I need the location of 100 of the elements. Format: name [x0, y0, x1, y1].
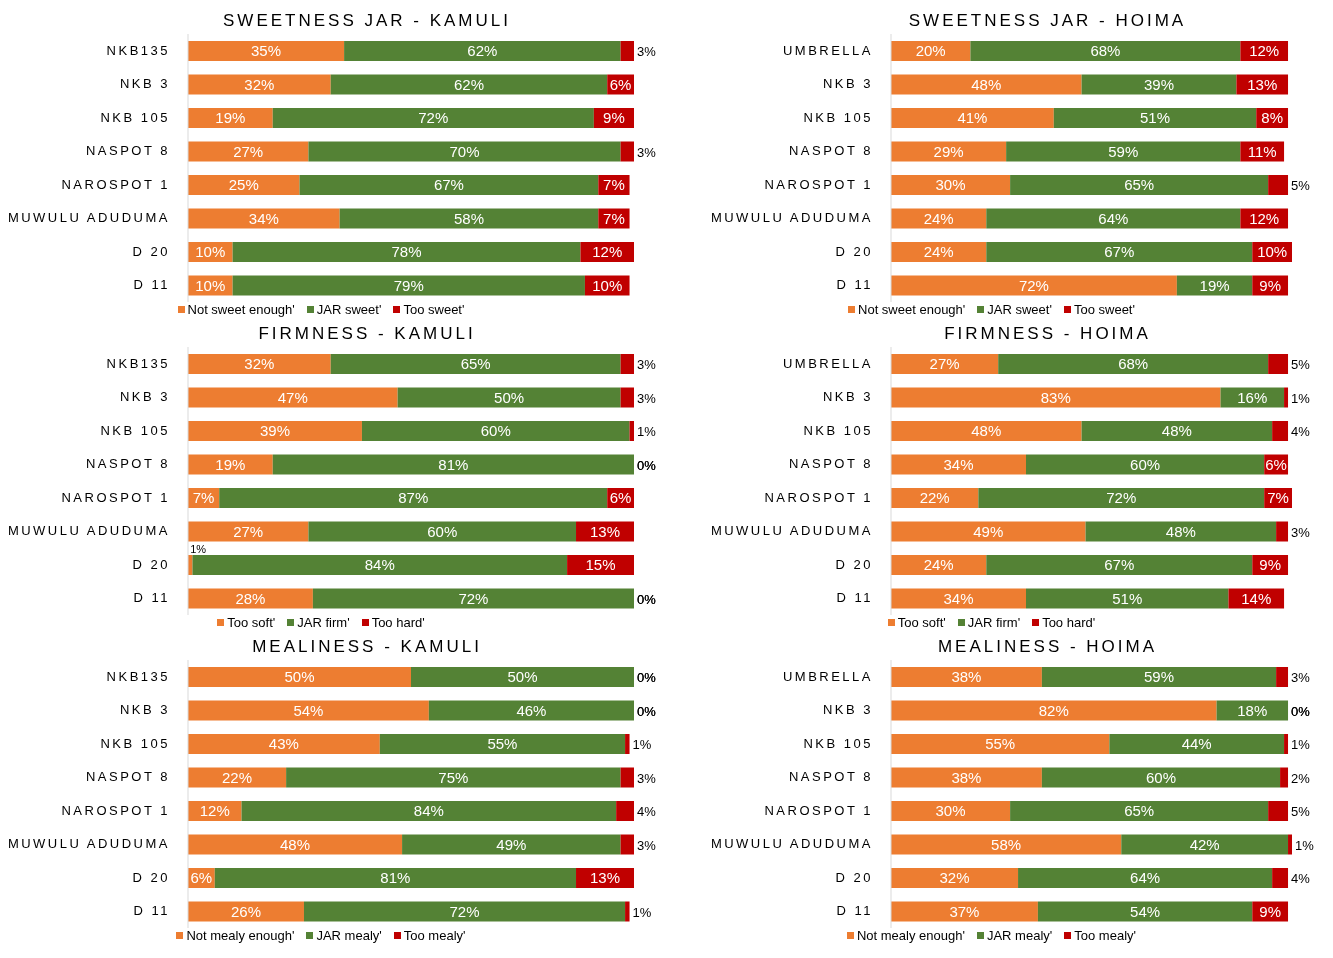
data-label: 3%: [637, 837, 657, 853]
bar: [978, 488, 1265, 508]
bar: [891, 354, 999, 374]
data-label: 27%: [233, 522, 264, 540]
data-label: 22%: [919, 489, 950, 506]
data-label: 60%: [427, 522, 458, 540]
bar: [188, 175, 300, 195]
data-label: 64%: [1130, 869, 1161, 886]
y-tick-label: UMBRELLA: [782, 355, 873, 371]
bar: [620, 387, 634, 408]
data-label: 34%: [248, 209, 279, 227]
y-tick-label: NKB 3: [119, 76, 170, 92]
data-label: 62%: [453, 75, 484, 93]
bar: [891, 175, 1011, 195]
bar: [891, 242, 987, 262]
data-label: 30%: [935, 176, 966, 193]
bar: [1288, 834, 1292, 855]
chart-title: MEALINESS - HOIMA: [936, 636, 1159, 658]
data-label: 70%: [449, 142, 480, 160]
bar: [1081, 74, 1237, 95]
data-label: 67%: [1104, 556, 1135, 573]
bar: [214, 868, 577, 888]
bar: [241, 801, 617, 821]
legend-label: Not mealy enough': [185, 928, 295, 943]
data-label: 22%: [222, 768, 253, 786]
bar: [188, 41, 345, 61]
legend-label: Too soft': [226, 615, 276, 630]
data-label: 55%: [487, 735, 518, 752]
y-tick-label: NASPOT 8: [85, 769, 170, 785]
y-tick-label: NKB 3: [822, 389, 873, 405]
data-label: 5%: [1291, 357, 1311, 372]
data-label: 9%: [1259, 902, 1282, 920]
y-tick-label: MUWULU ADUDUMA: [710, 836, 873, 852]
data-label: 72%: [1106, 489, 1137, 506]
data-label: 28%: [235, 589, 266, 607]
data-label: 49%: [496, 835, 527, 853]
data-label: 62%: [467, 42, 498, 59]
data-label: 81%: [438, 455, 469, 473]
y-tick-label: UMBRELLA: [782, 668, 873, 684]
data-label: 32%: [939, 869, 970, 886]
bar: [188, 734, 380, 754]
legend-label: Too sweet': [1072, 302, 1135, 317]
bar: [188, 74, 331, 95]
data-label: 60%: [1145, 768, 1176, 786]
data-label: 1%: [1291, 390, 1311, 406]
y-tick-label: NAROSPOT 1: [764, 489, 873, 505]
data-label: 0%: [637, 591, 657, 607]
bar: [1041, 667, 1277, 687]
data-label: 6%: [190, 869, 213, 886]
data-label: 35%: [251, 42, 282, 59]
data-label: 24%: [923, 243, 954, 260]
bar: [1041, 767, 1281, 788]
legend-label: Not mealy enough': [855, 928, 965, 943]
data-label: 87%: [398, 489, 429, 506]
bar: [1272, 868, 1289, 888]
legend-label: JAR firm': [966, 615, 1021, 630]
chart-title: MEALINESS - KAMULI: [251, 636, 483, 658]
bar: [330, 354, 621, 374]
data-label: 0%: [1291, 703, 1311, 719]
data-label: 19%: [215, 455, 246, 473]
data-label: 9%: [1259, 556, 1282, 573]
data-label: 13%: [1247, 75, 1278, 93]
y-tick-label: NKB 105: [803, 422, 873, 438]
bar: [891, 555, 987, 575]
data-label: 34%: [943, 589, 974, 607]
bar: [891, 801, 1011, 821]
y-tick-label: MUWULU ADUDUMA: [7, 523, 170, 539]
legend-label: Not sweet enough': [857, 302, 966, 317]
bar: [188, 767, 287, 788]
y-tick-label: NASPOT 8: [788, 769, 873, 785]
bar: [891, 700, 1217, 721]
data-label: 60%: [480, 422, 511, 439]
legend-label: JAR sweet': [986, 302, 1052, 317]
data-label: 3%: [637, 390, 657, 406]
data-label: 65%: [1124, 802, 1155, 819]
data-label: 44%: [1181, 735, 1212, 752]
bar: [620, 41, 634, 61]
y-tick-label: D 11: [836, 590, 873, 606]
y-tick-label: D 20: [835, 243, 873, 259]
data-label: 5%: [1291, 804, 1311, 819]
data-label: 27%: [233, 142, 264, 160]
data-label: 14%: [1241, 589, 1272, 607]
bar: [891, 141, 1007, 162]
bar: [188, 421, 362, 441]
data-label: 9%: [1259, 276, 1282, 294]
bar: [219, 488, 608, 508]
data-label: 49%: [973, 522, 1004, 540]
y-tick-label: NKB 3: [822, 76, 873, 92]
data-label: 41%: [957, 109, 988, 126]
data-label: 48%: [971, 75, 1002, 93]
bar: [1284, 387, 1289, 408]
bar: [232, 242, 581, 262]
bar: [1272, 421, 1289, 441]
y-tick-label: D 11: [133, 590, 170, 606]
data-label: 51%: [1112, 589, 1143, 607]
bar: [620, 354, 634, 374]
legend-label: Too mealy': [402, 928, 466, 943]
y-tick-label: NKB 105: [100, 109, 170, 125]
y-tick-label: NAROSPOT 1: [61, 489, 170, 505]
bar: [188, 387, 398, 408]
